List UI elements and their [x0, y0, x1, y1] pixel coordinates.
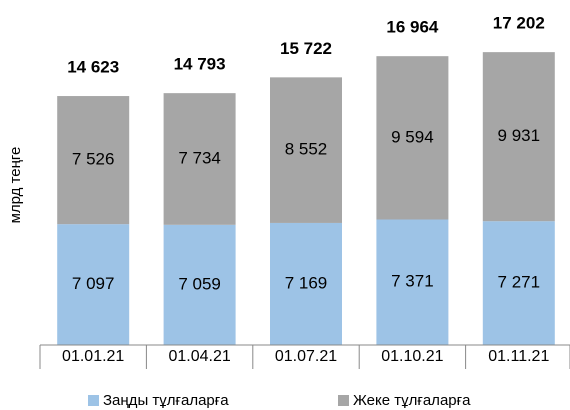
total-label: 14 623 [67, 58, 119, 77]
bar-segment [57, 224, 130, 345]
legend-swatch [88, 395, 99, 406]
bar-segment [482, 221, 555, 345]
value-label: 7 169 [285, 273, 328, 292]
total-label: 16 964 [386, 18, 439, 37]
bar-segment [482, 52, 555, 222]
x-tick-label: 01.07.21 [275, 348, 337, 365]
bar-segment [376, 56, 449, 220]
total-label: 17 202 [493, 14, 545, 33]
total-label: 14 793 [174, 55, 226, 74]
legend-swatch [338, 395, 349, 406]
value-label: 8 552 [285, 140, 328, 159]
bar-segment [163, 224, 236, 345]
x-tick-label: 01.04.21 [168, 348, 230, 365]
value-label: 9 931 [498, 126, 541, 145]
x-tick-label: 01.10.21 [381, 348, 443, 365]
total-label: 15 722 [280, 39, 332, 58]
bar-segment [270, 222, 342, 345]
bar-segment [57, 96, 130, 225]
value-label: 7 526 [72, 150, 115, 169]
value-label: 9 594 [391, 127, 434, 146]
value-label: 7 271 [498, 273, 541, 292]
legend-label: Жеке тұлғаларға [353, 392, 471, 409]
value-label: 7 734 [178, 148, 221, 167]
y-axis-label: млрд теңге [7, 147, 24, 224]
value-label: 7 059 [178, 274, 221, 293]
x-tick-label: 01.01.21 [62, 348, 124, 365]
value-label: 7 097 [72, 274, 115, 293]
x-tick-label: 01.11.21 [488, 348, 549, 365]
bar-segment [163, 93, 236, 225]
bar-segment [270, 77, 342, 223]
bar-segment [376, 219, 449, 345]
value-label: 7 371 [391, 272, 434, 291]
legend-label: Заңды тұлғаларға [103, 392, 229, 409]
